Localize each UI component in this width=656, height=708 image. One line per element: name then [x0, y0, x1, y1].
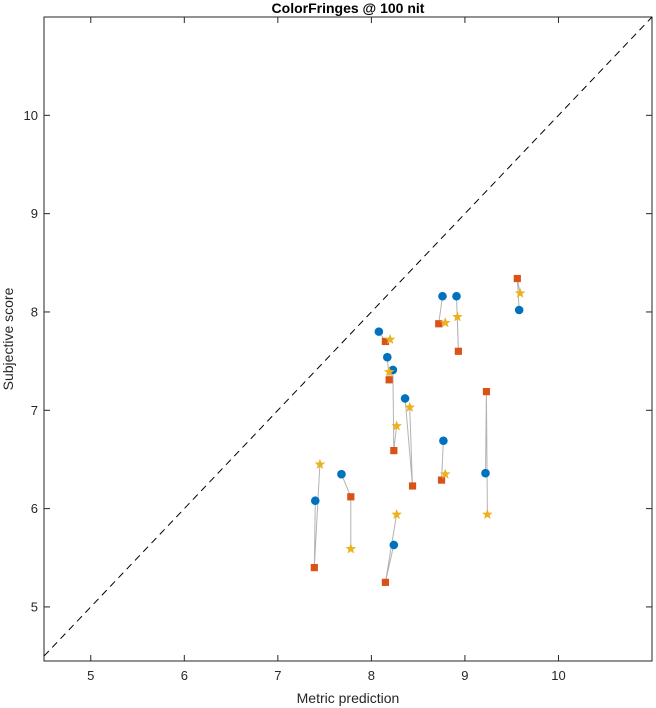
circle-marker [337, 469, 346, 479]
y-tick-label: 10 [24, 108, 38, 123]
y-axis-label: Subjective score [0, 287, 16, 390]
y-axis-ticks: 5 6 7 8 9 10 [24, 108, 652, 614]
x-tick-label: 5 [87, 668, 94, 683]
square-marker [454, 347, 462, 355]
x-axis-label: Metric prediction [297, 690, 400, 706]
x-tick-label: 10 [551, 668, 565, 683]
square-marker [435, 320, 443, 328]
circle-marker [389, 540, 399, 550]
circle-marker [452, 291, 461, 301]
circle-marker [439, 436, 448, 446]
x-tick-label: 6 [181, 668, 188, 683]
star-marker [439, 317, 451, 328]
x-axis-ticks: 5 6 7 8 9 10 [87, 17, 566, 683]
star-marker [482, 508, 493, 520]
star-marker [391, 508, 402, 520]
x-tick-label: 7 [274, 668, 281, 683]
y-tick-label: 8 [31, 304, 38, 319]
square-marker [347, 493, 355, 501]
square-marker [408, 482, 417, 490]
star-marker [383, 366, 395, 377]
star-marker [439, 468, 451, 479]
identity-line [43, 16, 653, 657]
star-marker [514, 287, 526, 298]
square-marker [385, 376, 393, 384]
x-tick-label: 8 [368, 668, 375, 683]
circle-marker [514, 305, 524, 315]
square-marker [381, 578, 390, 586]
y-tick-label: 6 [31, 501, 38, 516]
circle-marker [400, 394, 410, 403]
star-marker [404, 401, 416, 412]
square-marker [482, 388, 491, 396]
star-marker [345, 543, 357, 554]
star-marker [452, 311, 463, 322]
circle-marker [438, 291, 447, 301]
chart-title: ColorFringes @ 100 nit [272, 0, 425, 16]
square-marker [390, 446, 398, 455]
circle-marker [481, 468, 490, 478]
plot-area [43, 16, 653, 662]
y-tick-label: 5 [31, 599, 38, 614]
circle-marker [374, 327, 384, 336]
x-tick-label: 9 [461, 668, 468, 683]
square-marker [310, 563, 318, 572]
data-markers [310, 274, 526, 586]
y-tick-label: 7 [31, 403, 38, 418]
star-marker [391, 420, 402, 431]
circle-marker [382, 352, 392, 362]
star-marker [314, 458, 326, 469]
circle-marker [310, 496, 320, 506]
square-marker [437, 476, 446, 484]
square-marker [513, 274, 521, 283]
y-tick-label: 9 [31, 206, 38, 221]
star-marker [384, 333, 396, 345]
square-marker [381, 337, 390, 346]
